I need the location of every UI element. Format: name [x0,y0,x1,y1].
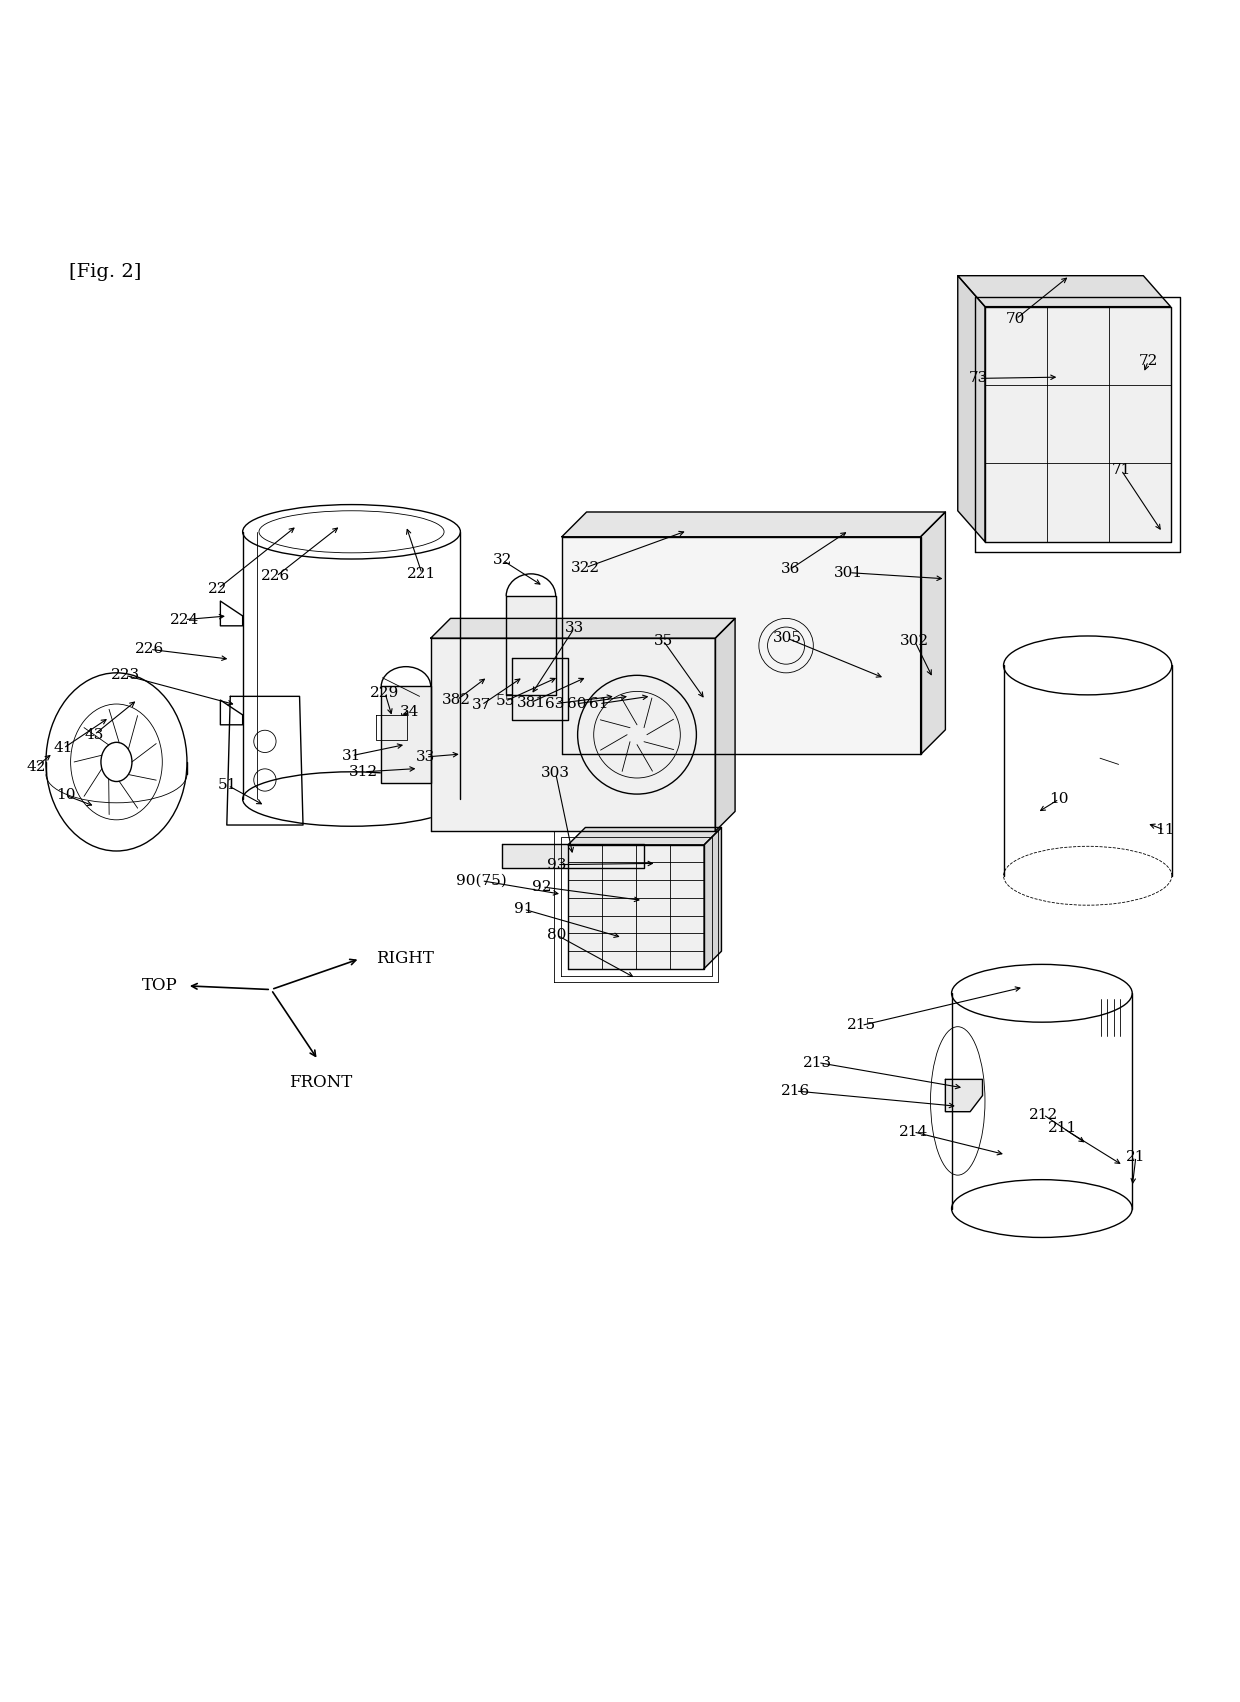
Polygon shape [957,276,985,541]
Text: 382: 382 [443,693,471,706]
Text: 51: 51 [218,778,238,793]
Polygon shape [562,536,920,754]
Text: 33: 33 [417,751,435,764]
Text: 10: 10 [56,788,76,802]
Text: 32: 32 [492,553,512,567]
Text: FRONT: FRONT [289,1074,352,1091]
Text: 71: 71 [1111,463,1131,477]
Text: 216: 216 [781,1084,810,1098]
Polygon shape [957,276,1171,306]
Text: 322: 322 [570,560,600,575]
Polygon shape [568,844,704,968]
Polygon shape [945,1079,982,1111]
Text: 302: 302 [900,633,929,648]
Polygon shape [506,596,556,694]
Text: 224: 224 [170,613,200,626]
Text: 213: 213 [804,1055,832,1069]
Text: 72: 72 [1138,354,1158,368]
Text: 55: 55 [495,694,515,708]
Text: 36: 36 [781,562,801,575]
Text: 305: 305 [773,631,801,645]
Polygon shape [512,659,568,720]
Polygon shape [562,512,945,536]
Text: 31: 31 [342,749,361,762]
Text: 223: 223 [110,669,140,683]
Polygon shape [568,827,722,844]
Text: 303: 303 [541,766,570,780]
Polygon shape [985,306,1171,541]
Text: 93: 93 [547,858,567,871]
Text: 35: 35 [653,633,673,648]
Text: 226: 226 [262,570,290,584]
Text: 301: 301 [835,565,863,580]
Text: 221: 221 [408,567,436,580]
Text: 70: 70 [1006,311,1025,327]
Text: 10: 10 [1049,791,1069,807]
Polygon shape [704,827,722,968]
Text: 215: 215 [847,1018,875,1033]
Text: 21: 21 [1126,1149,1146,1164]
Text: 43: 43 [84,728,104,742]
Text: 312: 312 [350,764,378,780]
Text: 33: 33 [564,621,584,635]
Polygon shape [715,618,735,831]
Polygon shape [430,618,735,638]
Text: 211: 211 [1048,1122,1078,1135]
Polygon shape [381,686,430,783]
Text: 34: 34 [401,705,419,720]
Text: 11: 11 [1154,824,1174,837]
Text: 92: 92 [532,880,552,894]
Text: RIGHT: RIGHT [376,950,434,967]
Text: 61: 61 [589,696,609,711]
Text: 229: 229 [371,686,399,700]
Text: 22: 22 [208,582,228,596]
Text: 91: 91 [513,902,533,916]
Text: 212: 212 [1028,1108,1058,1122]
Text: 90(75): 90(75) [456,873,507,888]
Text: 41: 41 [53,742,73,756]
Text: TOP: TOP [141,977,177,994]
Polygon shape [502,844,644,868]
Text: 226: 226 [135,642,165,657]
Text: 37: 37 [471,698,491,711]
Text: 63: 63 [544,696,564,711]
Polygon shape [920,512,945,754]
Text: 73: 73 [970,371,988,385]
Text: [Fig. 2]: [Fig. 2] [69,264,141,281]
Text: 381: 381 [516,696,546,710]
Text: 80: 80 [547,928,567,943]
Text: 60: 60 [567,696,587,711]
Polygon shape [430,638,715,831]
Text: 42: 42 [26,759,46,774]
Text: 214: 214 [899,1125,928,1139]
